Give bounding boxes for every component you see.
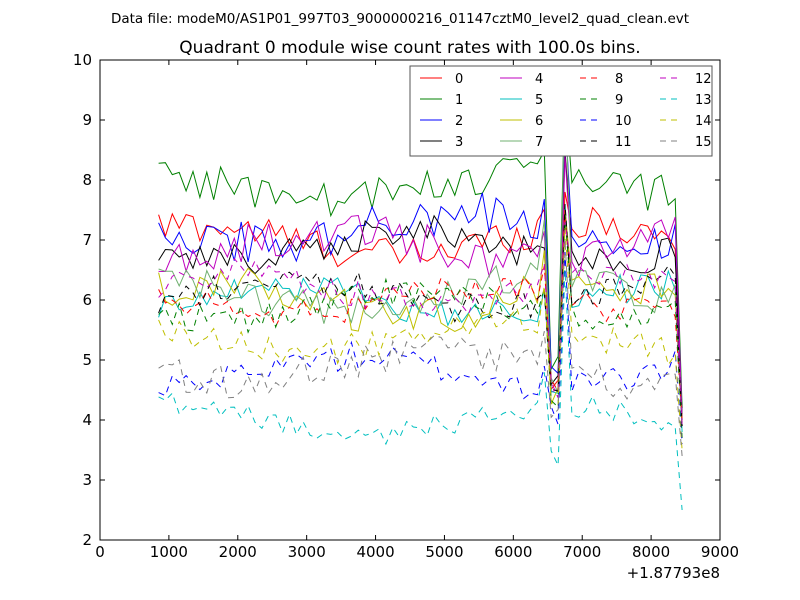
- y-tick-label: 8: [82, 171, 92, 189]
- x-tick-label: 3000: [288, 543, 326, 561]
- ticks-layer: 0 1000 2000 3000 4000 5000 6000 7000 8000 9000 2 3 4…: [73, 51, 739, 561]
- y-tick-label: 10: [73, 51, 92, 69]
- x-tick-label: 4000: [356, 543, 394, 561]
- series-line-10: [158, 251, 683, 445]
- y-tick-label: 5: [82, 351, 92, 369]
- legend-label-2: 2: [455, 114, 463, 129]
- legend-label-7: 7: [535, 135, 543, 150]
- y-tick-label: 3: [82, 471, 92, 489]
- series-line-3: [158, 149, 683, 415]
- chart-title: Quadrant 0 module wise count rates with …: [179, 38, 640, 58]
- figure-suptitle: Data file: modeM0/AS1P01_997T03_90000002…: [111, 11, 689, 27]
- x-offset-label: +1.87793e8: [627, 564, 720, 582]
- x-tick-label: 2000: [219, 543, 257, 561]
- series-line-0: [158, 191, 683, 427]
- legend-label-4: 4: [535, 72, 543, 87]
- legend-label-9: 9: [615, 93, 623, 108]
- y-tick-label: 9: [82, 111, 92, 129]
- series-line-15: [158, 239, 683, 457]
- x-tick-label: 1000: [150, 543, 188, 561]
- x-tick-label: 7000: [563, 543, 601, 561]
- series-line-5: [158, 203, 683, 433]
- series-line-13: [158, 269, 683, 511]
- legend-label-0: 0: [455, 72, 463, 87]
- y-tick-label: 6: [82, 291, 92, 309]
- legend-label-8: 8: [615, 72, 623, 87]
- x-tick-label: 9000: [701, 543, 739, 561]
- series-line-7: [158, 89, 683, 421]
- legend-label-13: 13: [695, 93, 712, 108]
- legend-label-6: 6: [535, 114, 543, 129]
- series-line-9: [158, 215, 683, 439]
- series-layer: [158, 89, 683, 511]
- series-line-12: [158, 221, 683, 427]
- legend-label-11: 11: [615, 135, 632, 150]
- x-tick-label: 5000: [425, 543, 463, 561]
- y-tick-label: 7: [82, 231, 92, 249]
- y-tick-label: 4: [82, 411, 92, 429]
- series-line-8: [158, 209, 683, 421]
- x-tick-label: 6000: [494, 543, 532, 561]
- legend-label-12: 12: [695, 72, 712, 87]
- legend-label-3: 3: [455, 135, 463, 150]
- legend-label-14: 14: [695, 114, 712, 129]
- legend-label-15: 15: [695, 135, 712, 150]
- series-line-1: [158, 89, 683, 409]
- legend-label-1: 1: [455, 93, 463, 108]
- legend-label-10: 10: [615, 114, 632, 129]
- series-line-2: [158, 113, 683, 421]
- x-tick-label: 8000: [632, 543, 670, 561]
- series-line-14: [158, 227, 683, 451]
- legend-label-5: 5: [535, 93, 543, 108]
- series-line-4: [158, 155, 683, 421]
- series-line-11: [158, 203, 683, 427]
- x-tick-label: 0: [95, 543, 105, 561]
- y-tick-label: 2: [82, 531, 92, 549]
